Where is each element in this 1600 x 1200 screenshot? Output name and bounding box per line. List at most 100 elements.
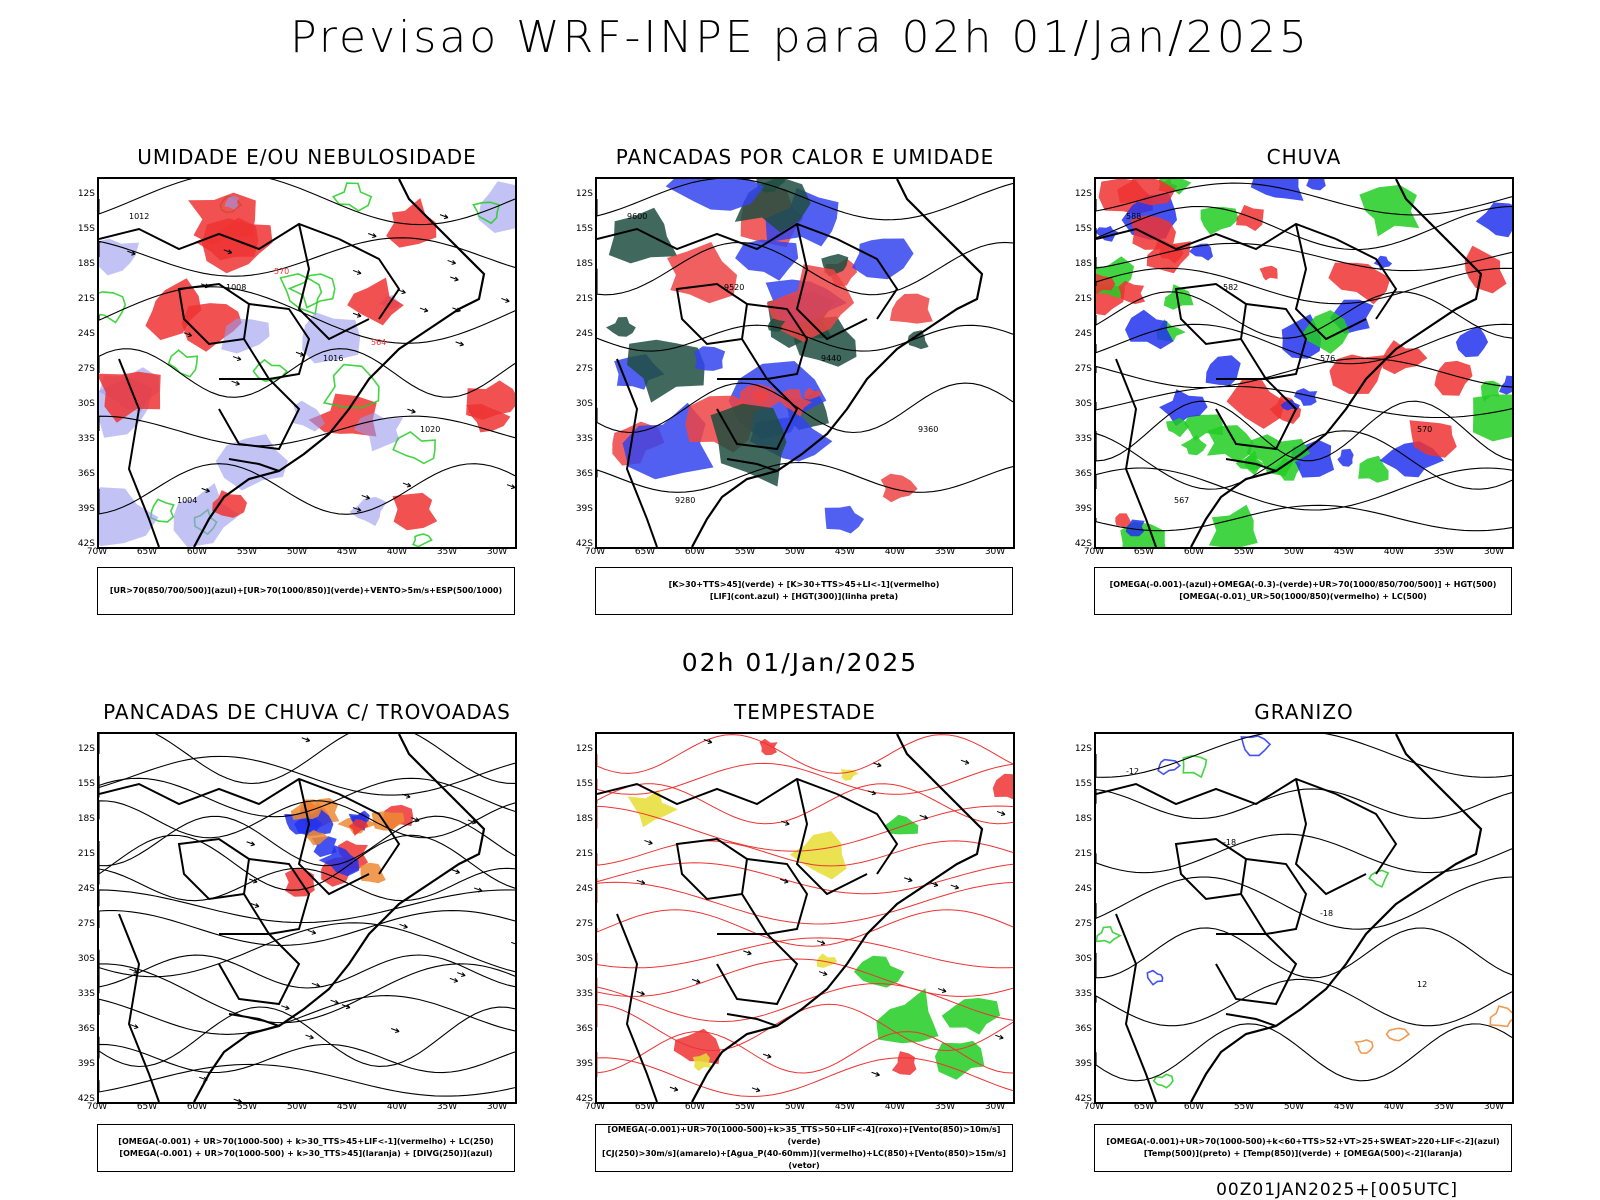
wind-vector (232, 356, 242, 362)
country-border (1294, 778, 1367, 896)
lon-tick-label: 50W (1283, 547, 1305, 557)
field-azul (1475, 202, 1512, 238)
field-amarelo (627, 789, 678, 828)
lat-tick-label: 36S (77, 469, 95, 479)
lat-tick-label: 36S (1074, 1024, 1092, 1034)
map-svg-trovoadas (99, 734, 515, 1102)
field-verde (1163, 284, 1194, 310)
legend-line: [OMEGA(-0.001)-(azul)+OMEGA(-0.3)-(verde… (1109, 580, 1497, 589)
panel-title-umidade: UMIDADE E/OU NEBULOSIDADE (137, 145, 477, 169)
country-border (177, 837, 251, 901)
wind-vector (330, 999, 339, 1005)
fields-umidade (99, 181, 515, 547)
field-vermelho (780, 389, 812, 417)
wind-vector (301, 737, 311, 743)
wind-vector (281, 1005, 290, 1011)
country-border (297, 223, 370, 341)
country-border (1240, 858, 1308, 936)
contour-line (99, 995, 515, 1035)
wind-vector (457, 972, 466, 978)
panel-title-granizo: GRANIZO (1254, 700, 1354, 724)
lon-tick-label: 55W (236, 1102, 258, 1112)
contour-label: 582 (1223, 283, 1238, 292)
field-vermelho (1236, 204, 1264, 231)
lat-tick-label: 21S (77, 849, 95, 859)
wind-vector (467, 819, 477, 825)
contour-line (1096, 788, 1512, 820)
lon-tick-label: 40W (1383, 1102, 1405, 1112)
borders-pancadas-calor (597, 179, 984, 547)
country-border (218, 933, 301, 1006)
lat-tick-label: 15S (1074, 779, 1092, 789)
field-vermelho (348, 819, 369, 836)
wind-vector (450, 276, 459, 282)
field-vermelho (1259, 265, 1278, 281)
country-border (795, 223, 868, 341)
lat-tick-label: 18S (1074, 814, 1092, 824)
wind-vector (455, 341, 464, 347)
country-border (243, 858, 311, 936)
lat-tick-label: 39S (1074, 504, 1092, 514)
contour-label: -18 (1223, 838, 1236, 847)
contour-line (99, 734, 515, 785)
wind-vector (311, 982, 321, 988)
country-border (1225, 1013, 1277, 1027)
lat-tick-label: 15S (77, 224, 95, 234)
lat-tick-label: 12S (1074, 189, 1092, 199)
lon-tick-label: 45W (336, 547, 358, 557)
wind-vector (352, 312, 362, 318)
field-verde (1152, 1073, 1174, 1089)
lat-tick-label: 21S (575, 294, 593, 304)
lon-tick-label: 40W (884, 1102, 906, 1112)
field-azul (294, 808, 334, 837)
wind-vector (401, 793, 411, 799)
lat-tick-label: 21S (1074, 294, 1092, 304)
country-border (118, 358, 160, 547)
lat-tick-label: 21S (77, 294, 95, 304)
field-amarelo (840, 769, 859, 781)
lat-tick-label: 33S (77, 989, 95, 999)
wind-vector (223, 249, 233, 255)
contour-line (1096, 323, 1512, 365)
wind-vector (295, 351, 305, 357)
lat-tick-label: 24S (575, 329, 593, 339)
field-azul (1250, 179, 1304, 201)
lat-tick-label: 18S (77, 814, 95, 824)
lon-tick-label: 30W (486, 1102, 508, 1112)
legend-line: [Temp(500)](preto) + [Temp(850)](verde) … (1143, 1149, 1463, 1158)
contour-line (1096, 267, 1512, 305)
contours-tempestade (597, 734, 1013, 1097)
map-pancadas-calor: 9600 9520 9440 9360 9280 (595, 177, 1015, 549)
country-border (675, 837, 749, 901)
country-border (836, 238, 899, 320)
wind-vector (451, 869, 461, 875)
wind-vector (473, 887, 483, 893)
wind-vector (873, 762, 882, 768)
lat-tick-label: 39S (1074, 1059, 1092, 1069)
lon-tick-label: 65W (136, 547, 158, 557)
field-vermelho (99, 371, 161, 423)
lat-tick-label: 21S (575, 849, 593, 859)
wind-vector (751, 1087, 761, 1093)
contour-label: 9600 (627, 212, 647, 221)
lon-tick-label: 35W (1433, 547, 1455, 557)
coastline (691, 179, 984, 547)
field-vermelho (992, 773, 1013, 800)
lat-tick-label: 30S (77, 399, 95, 409)
contour-line (597, 840, 1013, 867)
map-tempestade (595, 732, 1015, 1104)
contour-line (99, 889, 515, 924)
field-verde (322, 363, 380, 409)
legend-pancadas-calor: [K>30+TTS>45](verde) + [K>30+TTS>45+LI<-… (595, 567, 1013, 615)
field-azul (1337, 448, 1354, 467)
wind-vector (644, 839, 653, 845)
field-azul (1205, 355, 1241, 386)
lon-tick-label: 60W (1183, 1102, 1205, 1112)
legend-line: [LIF](cont.azul) + [HGT(300)](linha pret… (709, 592, 899, 601)
country-border (1335, 238, 1398, 320)
lat-tick-label: 18S (77, 259, 95, 269)
contour-line (99, 910, 515, 946)
field-verde (608, 207, 678, 264)
wind-vector (361, 494, 371, 500)
lon-tick-label: 55W (734, 547, 756, 557)
